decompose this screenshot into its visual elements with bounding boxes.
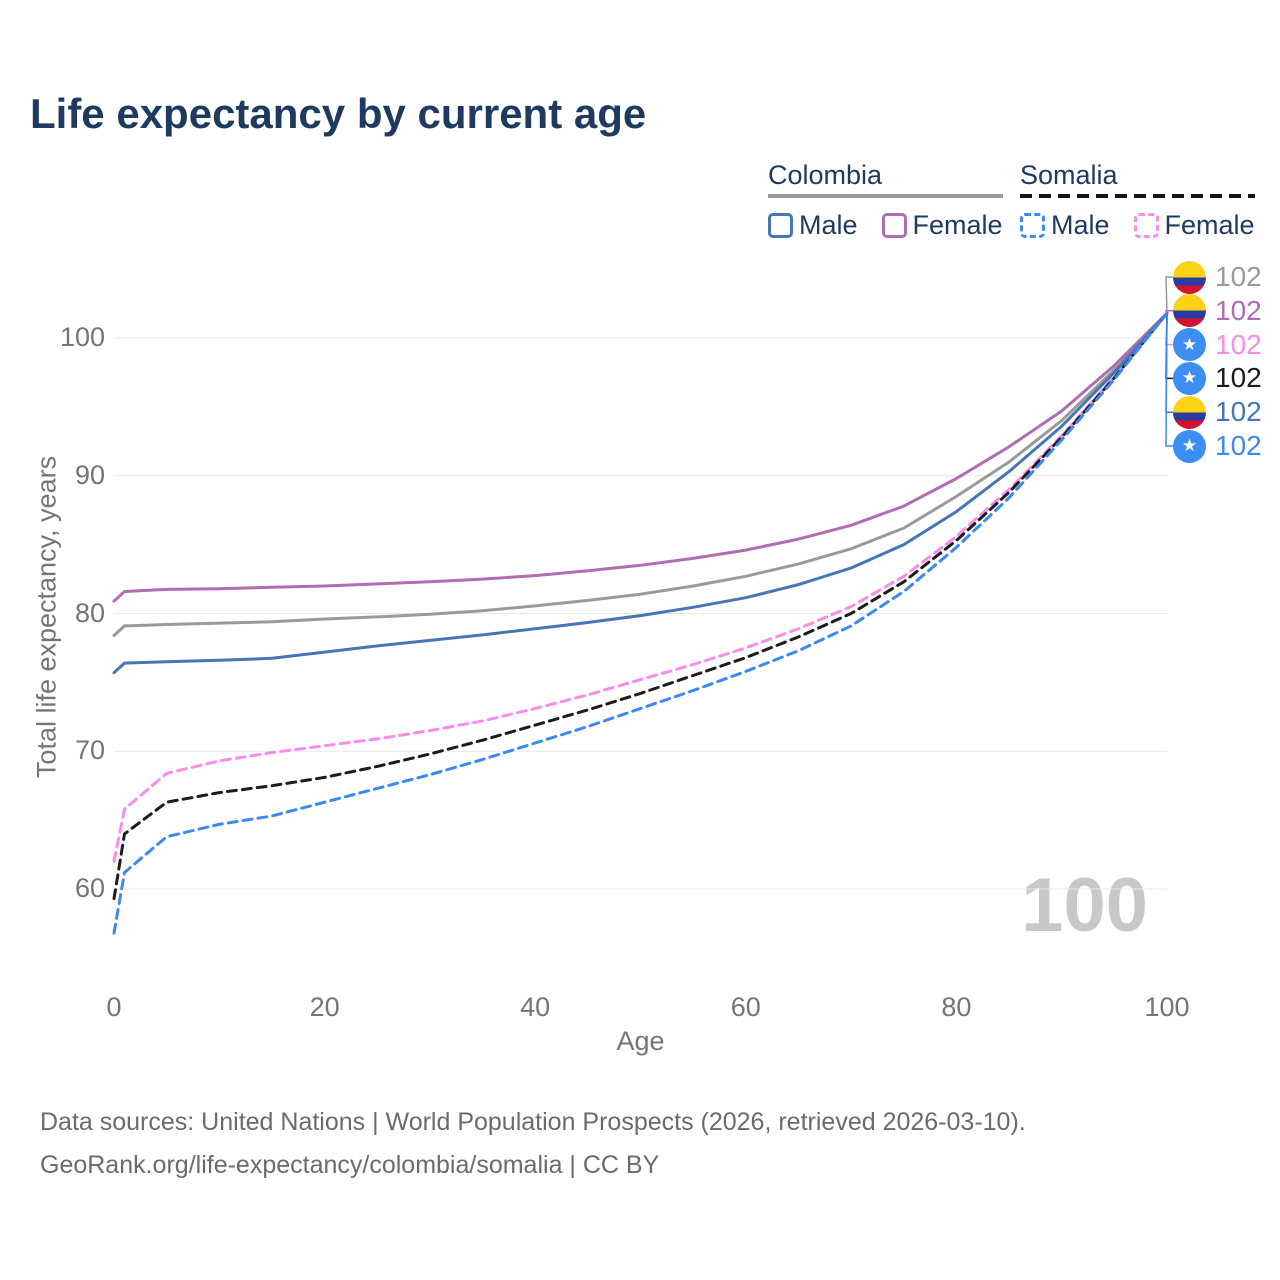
- end-value-colombia-both-sexes: 102: [1215, 261, 1262, 292]
- legend-swatch-colombia-male[interactable]: [768, 213, 793, 238]
- y-tick-label-100: 100: [59, 322, 105, 352]
- series-line-colombia-female: [112, 311, 1169, 603]
- series-line-colombia-male: [112, 311, 1169, 675]
- colombia-flag-icon: [1173, 260, 1206, 294]
- somalia-flag-icon: ★: [1173, 328, 1206, 362]
- end-label-row-colombia-female: 102: [1173, 294, 1262, 328]
- x-tick-label-0: 0: [106, 992, 122, 1022]
- legend-country-colombia[interactable]: Colombia: [768, 160, 883, 190]
- leader-line-colombia-both-sexes: [1165, 276, 1176, 314]
- series-line-somalia-both-sexes: [112, 311, 1169, 901]
- footer: Data sources: United Nations | World Pop…: [40, 1101, 1026, 1187]
- legend-group-somalia: Somalia Male Female: [1020, 160, 1255, 241]
- y-tick-label-70: 70: [74, 735, 105, 766]
- end-label-row-somalia-female: ★ 102: [1173, 328, 1262, 362]
- end-value-somalia-female: 102: [1215, 328, 1262, 360]
- x-tick-label-20: 20: [309, 992, 340, 1022]
- x-tick-label-80: 80: [941, 992, 972, 1022]
- legend-label-colombia-male: Male: [799, 210, 858, 240]
- end-label-row-colombia-both-sexes: 102: [1173, 260, 1262, 294]
- x-axis-title: Age: [616, 1026, 665, 1056]
- y-tick-label-60: 60: [74, 873, 105, 903]
- leader-line-colombia-female: [1164, 310, 1176, 314]
- legend-country-somalia[interactable]: Somalia: [1020, 160, 1118, 190]
- series-line-colombia-both-sexes: [112, 311, 1169, 637]
- footer-attribution: GeoRank.org/life-expectancy/colombia/som…: [40, 1151, 660, 1179]
- colombia-flag-icon: [1173, 294, 1206, 328]
- end-label-row-somalia-male: ★ 102: [1173, 429, 1262, 463]
- somalia-line-style-swatch: [1020, 194, 1255, 198]
- end-value-colombia-female: 102: [1215, 294, 1262, 326]
- legend-items-colombia: Male Female: [768, 210, 1003, 241]
- legend-swatch-colombia-female[interactable]: [881, 213, 907, 238]
- end-value-somalia-male: 102: [1215, 430, 1262, 461]
- y-tick-label-80: 80: [74, 597, 105, 628]
- x-tick-label-60: 60: [730, 992, 761, 1022]
- legend-item-colombia-female[interactable]: Female: [881, 210, 1003, 241]
- page-title: Life expectancy by current age: [30, 90, 647, 137]
- series-line-somalia-female: [112, 311, 1169, 863]
- series-line-somalia-male: [112, 311, 1169, 935]
- end-value-somalia-both-sexes: 102: [1215, 362, 1262, 394]
- somalia-flag-icon: ★: [1173, 361, 1206, 395]
- footer-data-sources: Data sources: United Nations | World Pop…: [40, 1108, 1026, 1136]
- somalia-flag-icon: ★: [1173, 429, 1206, 463]
- end-value-colombia-male: 102: [1215, 396, 1262, 428]
- legend-group-colombia: Colombia Male Female: [768, 160, 1003, 241]
- legend-items-somalia: Male Female: [1020, 210, 1255, 241]
- end-label-row-somalia-both-sexes: ★ 102: [1173, 361, 1262, 395]
- legend-swatch-somalia-male[interactable]: [1020, 213, 1045, 238]
- leader-line-somalia-male: [1165, 313, 1176, 447]
- legend-item-somalia-female[interactable]: Female: [1133, 210, 1255, 241]
- legend-label-somalia-male: Male: [1051, 210, 1110, 240]
- legend-swatch-somalia-female[interactable]: [1133, 213, 1159, 238]
- legend-item-colombia-male[interactable]: Male: [768, 210, 858, 241]
- colombia-flag-icon: [1173, 395, 1206, 429]
- legend-item-somalia-male[interactable]: Male: [1020, 210, 1110, 241]
- legend-label-colombia-female: Female: [912, 210, 1003, 240]
- watermark-100: 100: [1021, 863, 1148, 948]
- legend-label-somalia-female: Female: [1164, 210, 1255, 240]
- y-tick-label-90: 90: [74, 459, 105, 490]
- end-label-row-colombia-male: 102: [1173, 395, 1262, 429]
- colombia-line-style-swatch: [768, 194, 1003, 198]
- x-tick-label-40: 40: [520, 992, 551, 1022]
- x-tick-label-100: 100: [1144, 992, 1190, 1022]
